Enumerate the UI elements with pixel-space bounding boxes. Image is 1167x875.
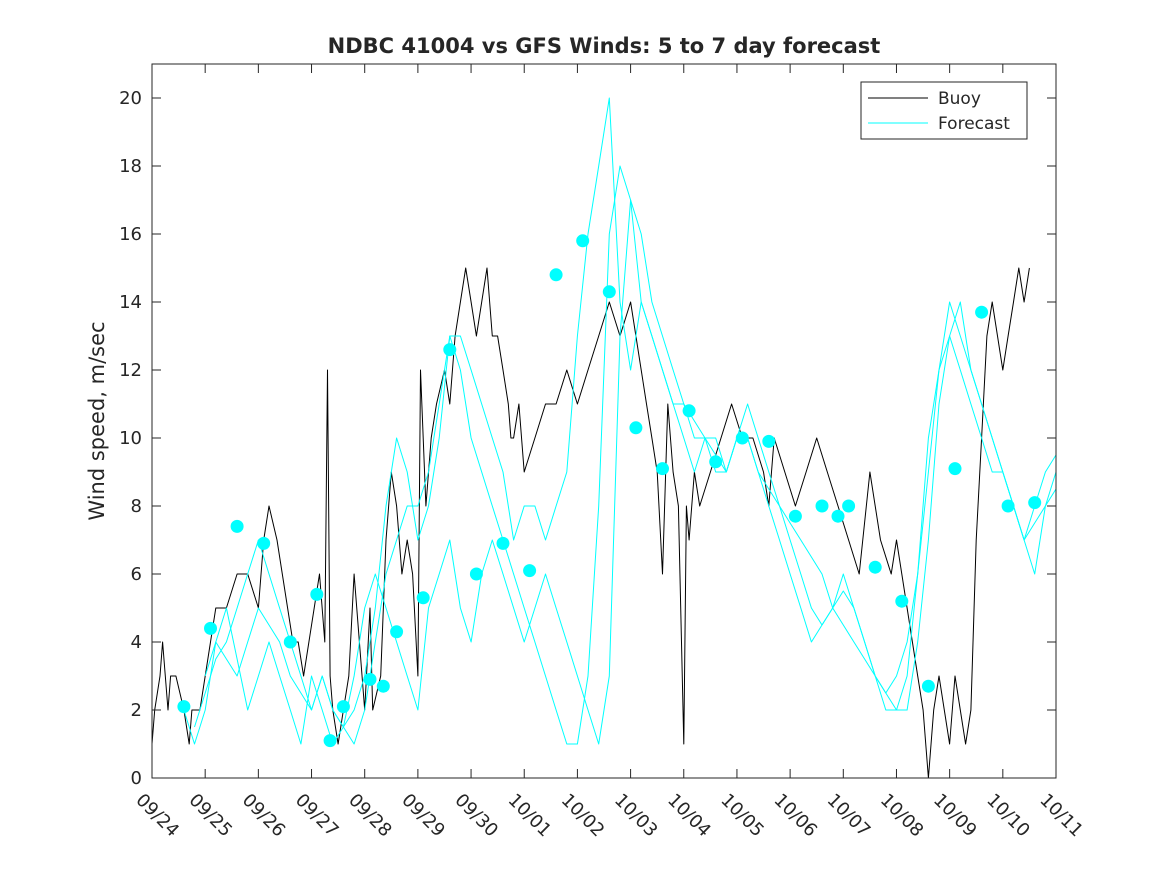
forecast-marker (469, 567, 483, 581)
x-tick-label: 10/08 (876, 790, 928, 842)
forecast-marker (257, 536, 271, 550)
forecast-marker (975, 305, 989, 319)
x-tick-label: 10/11 (1035, 790, 1087, 842)
x-tick-label: 10/09 (929, 790, 981, 842)
buoy-series-line (151, 267, 1030, 779)
forecast-marker (1001, 499, 1015, 513)
x-tick-label: 10/07 (823, 790, 875, 842)
forecast-marker (948, 462, 962, 476)
forecast-marker (656, 462, 669, 476)
forecast-marker (895, 594, 909, 608)
axes-box (151, 63, 1057, 779)
x-tick-label: 09/26 (238, 790, 290, 842)
forecast-marker (549, 268, 563, 282)
x-tick-label: 10/10 (982, 790, 1034, 842)
x-tick-label: 09/28 (344, 790, 396, 842)
x-tick-label: 09/29 (397, 790, 449, 842)
y-axis-label: Wind speed, m/sec (85, 321, 109, 520)
x-tick-label: 09/25 (185, 790, 237, 842)
series-layer (151, 97, 1057, 779)
legend: Buoy Forecast (860, 81, 1028, 140)
forecast-marker (523, 564, 537, 578)
y-tick-label: 18 (119, 156, 142, 177)
forecast-marker (323, 734, 337, 748)
y-axis: 0 2 4 6 8 10 12 14 16 18 20 (119, 88, 1056, 789)
forecast-marker (788, 509, 802, 523)
forecast-marker (842, 499, 856, 513)
chart-title: NDBC 41004 vs GFS Winds: 5 to 7 day fore… (328, 34, 881, 58)
y-tick-label: 4 (131, 632, 142, 653)
forecast-marker (283, 635, 297, 649)
legend-label-forecast: Forecast (938, 114, 1010, 134)
x-axis: 09/24 09/25 09/26 09/27 09/28 09/29 09/30 10/01… (131, 64, 1087, 841)
forecast-marker (921, 679, 935, 693)
x-tick-label: 10/03 (610, 790, 662, 842)
forecast-marker (709, 455, 723, 469)
forecast-series-line-1 (183, 97, 1057, 745)
x-tick-label: 10/04 (663, 790, 715, 842)
y-tick-label: 16 (119, 224, 142, 245)
forecast-marker (576, 234, 590, 248)
forecast-marker (682, 404, 696, 418)
y-tick-label: 0 (131, 768, 142, 789)
forecast-marker (177, 700, 191, 714)
forecast-series-line-3 (204, 199, 1057, 745)
y-tick-label: 14 (119, 292, 142, 313)
forecast-marker (230, 519, 244, 533)
forecast-marker (868, 560, 882, 574)
x-tick-label: 09/27 (291, 790, 343, 842)
legend-box (860, 81, 1028, 140)
forecast-marker (310, 587, 324, 601)
forecast-marker (496, 536, 510, 550)
y-tick-label: 8 (131, 496, 142, 517)
y-tick-label: 10 (119, 428, 142, 449)
forecast-marker (204, 621, 217, 635)
forecast-marker (363, 672, 377, 686)
y-tick-label: 12 (119, 360, 142, 381)
forecast-marker (416, 591, 430, 605)
x-tick-label: 10/02 (557, 790, 609, 842)
x-tick-label: 10/06 (770, 790, 822, 842)
y-tick-label: 20 (119, 88, 142, 109)
forecast-marker (815, 499, 829, 513)
y-tick-label: 6 (131, 564, 142, 585)
x-tick-label: 10/01 (504, 790, 556, 842)
forecast-marker (376, 679, 390, 693)
forecast-marker (1028, 496, 1042, 510)
legend-label-buoy: Buoy (938, 89, 981, 109)
forecast-marker (390, 625, 404, 639)
forecast-marker (629, 421, 643, 435)
y-tick-label: 2 (131, 700, 142, 721)
forecast-marker (762, 434, 776, 448)
forecast-marker (336, 700, 350, 714)
forecast-marker (443, 343, 457, 357)
x-tick-label: 09/24 (131, 790, 183, 842)
x-tick-label: 09/30 (451, 790, 503, 842)
forecast-marker (602, 285, 616, 299)
x-tick-label: 10/05 (716, 790, 768, 842)
forecast-marker-layer (177, 234, 1042, 748)
forecast-marker (831, 509, 845, 523)
forecast-marker (735, 431, 749, 445)
